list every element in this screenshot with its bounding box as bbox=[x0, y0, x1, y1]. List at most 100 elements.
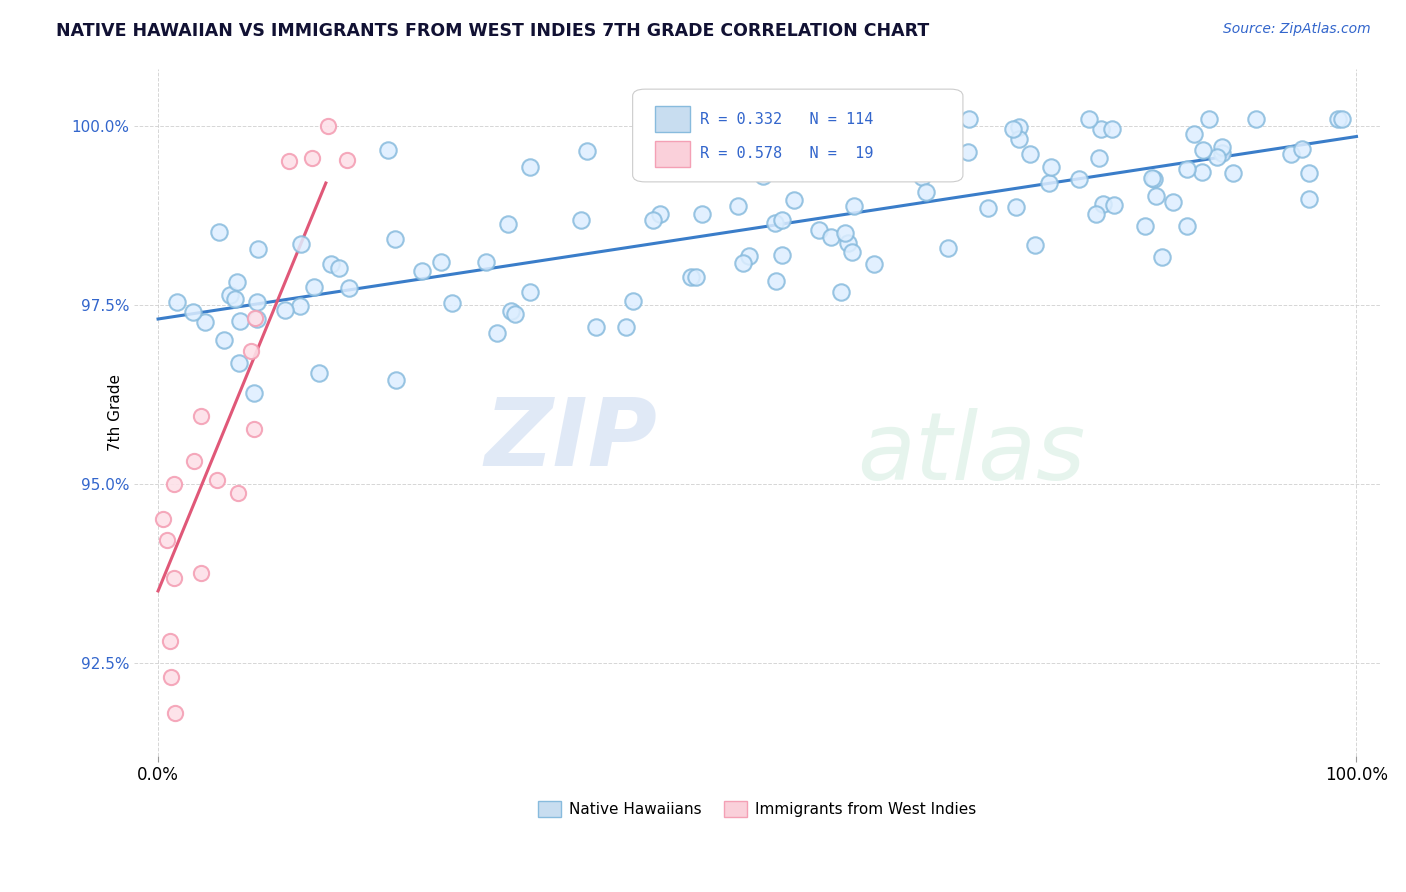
Point bbox=[486, 326, 509, 340]
Point bbox=[837, 235, 859, 250]
Point bbox=[219, 287, 242, 301]
Point bbox=[770, 213, 793, 227]
Point bbox=[377, 144, 399, 158]
Point bbox=[820, 230, 842, 244]
FancyBboxPatch shape bbox=[655, 106, 690, 132]
Point bbox=[181, 304, 204, 318]
Text: Source: ZipAtlas.com: Source: ZipAtlas.com bbox=[1223, 22, 1371, 37]
Point bbox=[936, 241, 959, 255]
Point bbox=[243, 310, 266, 325]
Point bbox=[475, 255, 498, 269]
Point bbox=[246, 295, 269, 310]
Point bbox=[1222, 166, 1244, 180]
Point bbox=[738, 147, 761, 161]
Point bbox=[1001, 121, 1024, 136]
Point bbox=[1085, 207, 1108, 221]
Point bbox=[585, 320, 607, 334]
Point bbox=[384, 232, 406, 246]
Point bbox=[765, 274, 787, 288]
Text: NATIVE HAWAIIAN VS IMMIGRANTS FROM WEST INDIES 7TH GRADE CORRELATION CHART: NATIVE HAWAIIAN VS IMMIGRANTS FROM WEST … bbox=[56, 22, 929, 40]
Point bbox=[643, 213, 665, 227]
Point bbox=[225, 275, 247, 289]
Point bbox=[243, 421, 266, 435]
Point bbox=[956, 145, 979, 160]
Point bbox=[744, 130, 766, 145]
Point bbox=[671, 157, 693, 171]
Point bbox=[1326, 112, 1348, 126]
Point bbox=[224, 292, 246, 306]
Point bbox=[430, 255, 453, 269]
Point bbox=[228, 486, 250, 500]
Point bbox=[1133, 219, 1156, 233]
Point bbox=[957, 112, 980, 126]
Point bbox=[1140, 171, 1163, 186]
Point bbox=[830, 285, 852, 300]
Point bbox=[239, 344, 262, 359]
Point bbox=[319, 257, 342, 271]
Point bbox=[621, 293, 644, 308]
Point bbox=[519, 285, 541, 299]
Point bbox=[1008, 131, 1031, 145]
Point bbox=[190, 409, 212, 424]
FancyBboxPatch shape bbox=[655, 141, 690, 167]
Point bbox=[1175, 162, 1198, 177]
Point bbox=[727, 199, 749, 213]
Point bbox=[977, 201, 1000, 215]
Point bbox=[163, 476, 186, 491]
Point bbox=[411, 264, 433, 278]
Point bbox=[304, 280, 326, 294]
Point bbox=[841, 244, 863, 259]
Point bbox=[751, 169, 773, 183]
Point bbox=[288, 299, 311, 313]
Point bbox=[1039, 161, 1062, 175]
Legend: Native Hawaiians, Immigrants from West Indies: Native Hawaiians, Immigrants from West I… bbox=[533, 796, 983, 823]
Point bbox=[441, 295, 464, 310]
Point bbox=[1331, 112, 1354, 126]
Text: ZIP: ZIP bbox=[485, 393, 658, 485]
Point bbox=[1024, 237, 1046, 252]
Point bbox=[575, 144, 598, 158]
Point bbox=[1161, 195, 1184, 210]
Point bbox=[571, 212, 593, 227]
Point bbox=[1067, 172, 1090, 186]
Point bbox=[863, 257, 886, 271]
Point bbox=[160, 670, 183, 684]
Point bbox=[934, 139, 956, 153]
Point bbox=[1007, 120, 1029, 134]
Point bbox=[194, 315, 217, 329]
Point bbox=[1206, 149, 1229, 163]
Point bbox=[335, 153, 357, 167]
FancyBboxPatch shape bbox=[633, 89, 963, 182]
Point bbox=[163, 706, 186, 720]
Point bbox=[274, 303, 297, 318]
Point bbox=[290, 236, 312, 251]
Text: R = 0.332   N = 114: R = 0.332 N = 114 bbox=[700, 112, 873, 127]
Point bbox=[842, 199, 865, 213]
Point bbox=[1090, 121, 1112, 136]
Point bbox=[915, 185, 938, 199]
Point bbox=[246, 311, 269, 326]
Point bbox=[1298, 166, 1320, 180]
Point bbox=[1211, 140, 1233, 154]
Point bbox=[166, 295, 188, 310]
Point bbox=[1078, 112, 1101, 126]
Point bbox=[246, 242, 269, 256]
Point bbox=[808, 223, 831, 237]
Point bbox=[1102, 198, 1125, 212]
Point bbox=[228, 314, 250, 328]
Point bbox=[763, 216, 786, 230]
Point bbox=[1152, 251, 1174, 265]
Point bbox=[498, 217, 520, 231]
Point bbox=[163, 571, 186, 585]
Point bbox=[1192, 143, 1215, 157]
Point bbox=[1244, 112, 1267, 126]
Point bbox=[183, 453, 205, 467]
Point bbox=[503, 307, 526, 321]
Point bbox=[385, 373, 408, 387]
Point bbox=[1038, 176, 1060, 190]
Point bbox=[690, 207, 713, 221]
Point bbox=[205, 473, 228, 487]
Point bbox=[929, 113, 952, 128]
Point bbox=[770, 248, 793, 262]
Point bbox=[301, 151, 323, 165]
